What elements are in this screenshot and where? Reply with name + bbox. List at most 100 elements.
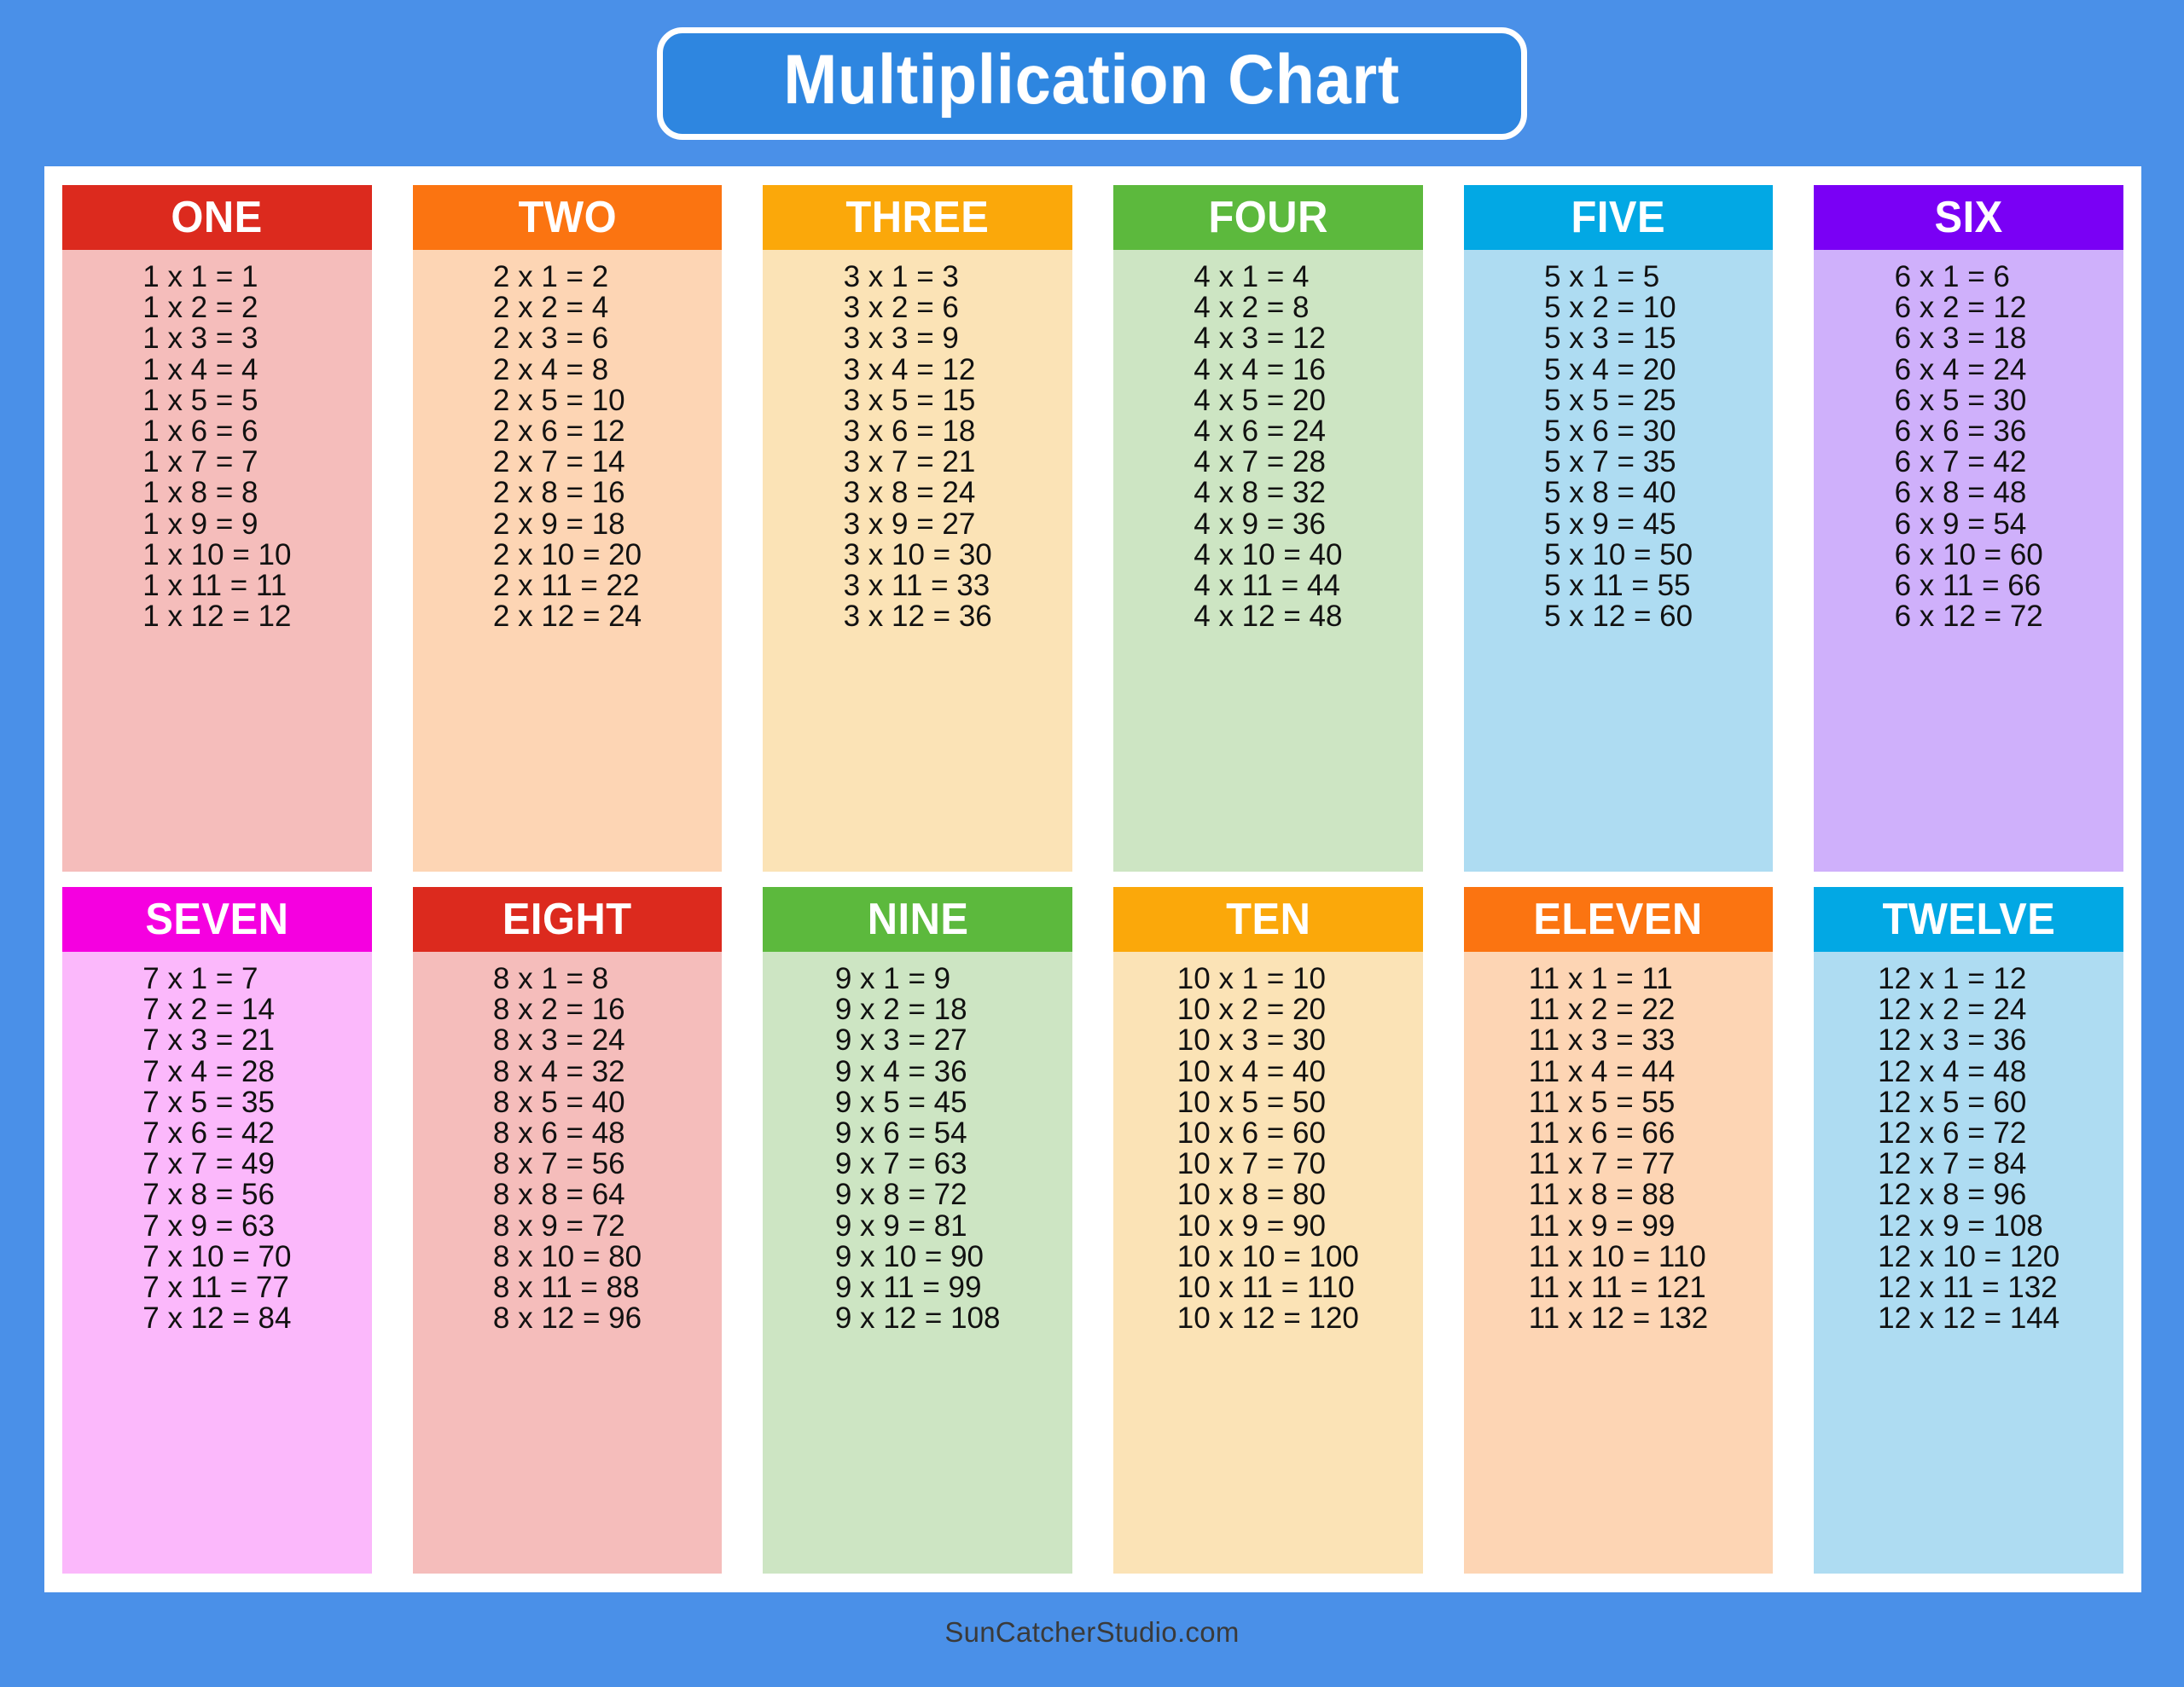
fact-row: 7 x 12 = 84 bbox=[142, 1301, 292, 1336]
column-header-label: ELEVEN bbox=[1533, 895, 1704, 944]
fact-row: 3 x 12 = 36 bbox=[843, 600, 992, 634]
fact-row: 6 x 1 = 6 bbox=[1894, 260, 2010, 293]
page-title: Multiplication Chart bbox=[783, 40, 1401, 119]
fact-row: 6 x 10 = 60 bbox=[1894, 537, 2043, 571]
fact-row: 11 x 3 = 33 bbox=[1528, 1023, 1676, 1058]
fact-row: 8 x 11 = 88 bbox=[492, 1271, 640, 1305]
fact-row: 3 x 6 = 18 bbox=[843, 415, 976, 449]
fact-row: 11 x 2 = 22 bbox=[1528, 993, 1676, 1027]
fact-row: 8 x 10 = 80 bbox=[492, 1239, 642, 1273]
fact-row: 4 x 5 = 20 bbox=[1194, 383, 1326, 417]
fact-row: 1 x 3 = 3 bbox=[142, 322, 258, 356]
column-header-label: TEN bbox=[1225, 895, 1310, 944]
fact-row: 8 x 6 = 48 bbox=[492, 1116, 625, 1151]
fact-row: 3 x 3 = 9 bbox=[843, 322, 959, 356]
fact-row: 12 x 5 = 60 bbox=[1878, 1085, 2027, 1119]
fact-row: 11 x 8 = 88 bbox=[1528, 1178, 1676, 1212]
fact-row: 8 x 4 = 32 bbox=[492, 1054, 625, 1088]
fact-row: 12 x 2 = 24 bbox=[1878, 993, 2027, 1027]
fact-row: 8 x 8 = 64 bbox=[492, 1178, 625, 1212]
fact-row: 2 x 4 = 8 bbox=[492, 352, 609, 386]
column-header-eleven: ELEVEN bbox=[1463, 887, 1774, 952]
fact-row: 8 x 9 = 72 bbox=[492, 1209, 625, 1243]
fact-row: 4 x 9 = 36 bbox=[1194, 507, 1326, 541]
fact-row: 5 x 4 = 20 bbox=[1543, 352, 1676, 386]
fact-row: 2 x 12 = 24 bbox=[492, 600, 642, 634]
fact-row: 7 x 7 = 49 bbox=[142, 1147, 275, 1181]
table-column-twelve: TWELVE 12 x 1 = 12 12 x 2 = 24 12 x 3 = 36 1… bbox=[1814, 887, 2124, 1574]
column-header-label: FIVE bbox=[1571, 193, 1666, 242]
fact-row: 10 x 6 = 60 bbox=[1176, 1116, 1326, 1151]
fact-row: 4 x 7 = 28 bbox=[1194, 445, 1326, 479]
fact-row: 10 x 10 = 100 bbox=[1176, 1239, 1359, 1273]
column-header-twelve: TWELVE bbox=[1814, 887, 2124, 952]
fact-row: 10 x 12 = 120 bbox=[1176, 1301, 1359, 1336]
fact-row: 10 x 11 = 110 bbox=[1176, 1271, 1355, 1305]
title-banner: Multiplication Chart bbox=[0, 0, 2184, 166]
fact-row: 4 x 12 = 48 bbox=[1194, 600, 1343, 634]
footer: SunCatcherStudio.com bbox=[0, 1616, 2184, 1649]
fact-row: 7 x 9 = 63 bbox=[142, 1209, 275, 1243]
fact-row: 1 x 1 = 1 bbox=[142, 260, 258, 293]
column-body-twelve: 12 x 1 = 12 12 x 2 = 24 12 x 3 = 36 12 x 4 … bbox=[1814, 952, 2124, 1574]
fact-row: 2 x 2 = 4 bbox=[492, 291, 609, 325]
fact-row: 3 x 2 = 6 bbox=[843, 291, 959, 325]
column-header-three: THREE bbox=[763, 185, 1073, 250]
fact-row: 9 x 11 = 99 bbox=[834, 1271, 982, 1305]
fact-row: 10 x 4 = 40 bbox=[1176, 1054, 1326, 1088]
column-header-seven: SEVEN bbox=[62, 887, 372, 952]
fact-row: 7 x 10 = 70 bbox=[142, 1239, 292, 1273]
column-header-two: TWO bbox=[412, 185, 723, 250]
fact-row: 5 x 11 = 55 bbox=[1543, 569, 1691, 603]
watermark-credit: SunCatcherStudio.com bbox=[944, 1616, 1240, 1648]
fact-row: 7 x 6 = 42 bbox=[142, 1116, 275, 1151]
fact-row: 5 x 6 = 30 bbox=[1543, 415, 1676, 449]
column-body-eleven: 11 x 1 = 11 11 x 2 = 22 11 x 3 = 33 11 x 4 … bbox=[1463, 952, 1774, 1574]
fact-row: 3 x 5 = 15 bbox=[843, 383, 976, 417]
fact-row: 8 x 7 = 56 bbox=[492, 1147, 625, 1181]
fact-row: 12 x 10 = 120 bbox=[1878, 1239, 2060, 1273]
fact-row: 6 x 2 = 12 bbox=[1894, 291, 2027, 325]
fact-row: 5 x 5 = 25 bbox=[1543, 383, 1676, 417]
fact-row: 1 x 11 = 11 bbox=[142, 569, 288, 603]
fact-row: 9 x 8 = 72 bbox=[834, 1178, 967, 1212]
fact-row: 5 x 1 = 5 bbox=[1543, 260, 1660, 293]
fact-row: 12 x 1 = 12 bbox=[1878, 962, 2027, 995]
fact-row: 9 x 5 = 45 bbox=[834, 1085, 967, 1119]
fact-row: 6 x 3 = 18 bbox=[1894, 322, 2027, 356]
fact-row: 1 x 8 = 8 bbox=[142, 476, 258, 510]
fact-row: 8 x 2 = 16 bbox=[492, 993, 625, 1027]
fact-row: 2 x 1 = 2 bbox=[492, 260, 609, 293]
fact-row: 10 x 7 = 70 bbox=[1176, 1147, 1326, 1181]
fact-row: 2 x 9 = 18 bbox=[492, 507, 625, 541]
fact-row: 7 x 4 = 28 bbox=[142, 1054, 275, 1088]
fact-row: 11 x 10 = 110 bbox=[1528, 1239, 1706, 1273]
fact-row: 6 x 11 = 66 bbox=[1894, 569, 2042, 603]
fact-row: 12 x 3 = 36 bbox=[1878, 1023, 2027, 1058]
fact-row: 5 x 3 = 15 bbox=[1543, 322, 1676, 356]
title-pill: Multiplication Chart bbox=[657, 26, 1527, 140]
fact-row: 11 x 1 = 11 bbox=[1528, 962, 1673, 995]
column-header-one: ONE bbox=[62, 185, 372, 250]
fact-row: 11 x 4 = 44 bbox=[1528, 1054, 1676, 1088]
fact-row: 4 x 2 = 8 bbox=[1194, 291, 1310, 325]
column-header-label: EIGHT bbox=[502, 895, 632, 944]
fact-row: 5 x 7 = 35 bbox=[1543, 445, 1676, 479]
